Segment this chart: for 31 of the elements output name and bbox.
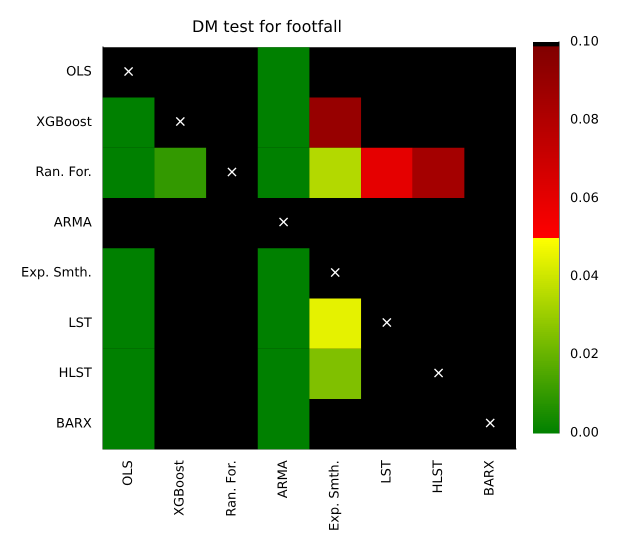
x-tick-label: LST: [379, 460, 394, 484]
x-tick-label: XGBoost: [172, 460, 188, 516]
color-bar-label: 0.08: [570, 112, 599, 128]
text: ×: [432, 362, 446, 382]
color-bar-label: 0.02: [570, 347, 599, 362]
color-bar-label: 0.00: [570, 425, 599, 440]
y-tick-label: ARMA: [54, 215, 92, 230]
text: ×: [483, 413, 497, 432]
y-tick-label: Ran. For.: [35, 165, 92, 180]
text: ×: [276, 212, 290, 232]
color-bar-label: 0.10: [570, 34, 599, 50]
text: ×: [122, 61, 136, 80]
text: ×: [328, 262, 342, 282]
x-tick-label: OLS: [121, 460, 136, 486]
y-tick-label: BARX: [56, 416, 92, 432]
x-tick-label: HLST: [430, 460, 446, 494]
x-tick-label: Ran. For.: [224, 460, 240, 517]
y-tick-label: LST: [68, 316, 92, 331]
color-bar-label: 0.04: [570, 268, 599, 284]
text: ×: [174, 112, 187, 131]
y-tick-label: OLS: [66, 64, 92, 80]
text: ×: [225, 162, 239, 181]
x-tick-label: ARMA: [276, 460, 291, 498]
chart-title: DM test for footfall: [192, 16, 342, 36]
x-tick-label: BARX: [482, 460, 498, 496]
y-tick-label: HLST: [58, 366, 92, 382]
x-tick-label: Exp. Smth.: [328, 460, 343, 532]
y-tick-label: XGBoost: [36, 114, 92, 130]
y-tick-label: Exp. Smth.: [20, 266, 92, 281]
text: ×: [380, 312, 394, 332]
color-bar-label: 0.06: [570, 190, 599, 206]
